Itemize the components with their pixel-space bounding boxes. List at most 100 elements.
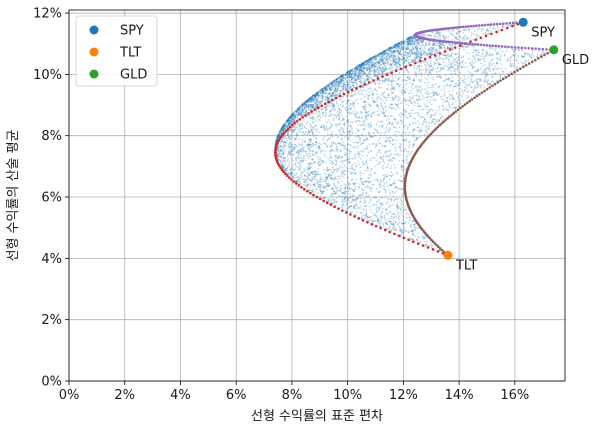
random-portfolio-point bbox=[331, 188, 334, 191]
random-portfolio-point bbox=[286, 125, 289, 128]
random-portfolio-point bbox=[369, 58, 372, 60]
random-portfolio-point bbox=[366, 111, 368, 114]
random-portfolio-point bbox=[438, 32, 441, 34]
random-portfolio-point bbox=[504, 53, 506, 56]
random-portfolio-point bbox=[293, 173, 296, 176]
random-portfolio-point bbox=[467, 36, 469, 39]
random-portfolio-point bbox=[365, 137, 368, 139]
random-portfolio-point bbox=[383, 50, 386, 52]
random-portfolio-point bbox=[391, 159, 393, 162]
random-portfolio-point bbox=[291, 146, 293, 148]
random-portfolio-point bbox=[322, 178, 324, 181]
random-portfolio-point bbox=[283, 143, 286, 146]
random-portfolio-point bbox=[299, 149, 302, 151]
random-portfolio-point bbox=[370, 65, 373, 67]
random-portfolio-point bbox=[305, 111, 308, 114]
random-portfolio-point bbox=[291, 114, 293, 117]
random-portfolio-point bbox=[400, 179, 403, 182]
random-portfolio-point bbox=[438, 64, 440, 66]
random-portfolio-point bbox=[396, 104, 399, 107]
random-portfolio-point bbox=[301, 107, 304, 110]
random-portfolio-point bbox=[293, 130, 295, 133]
random-portfolio-point bbox=[388, 155, 391, 158]
random-portfolio-point bbox=[319, 151, 322, 154]
random-portfolio-point bbox=[428, 42, 430, 44]
random-portfolio-point bbox=[305, 144, 308, 146]
random-portfolio-point bbox=[486, 27, 489, 30]
random-portfolio-point bbox=[372, 99, 375, 102]
random-portfolio-point bbox=[429, 60, 432, 63]
random-portfolio-point bbox=[391, 217, 394, 219]
random-portfolio-point bbox=[378, 163, 380, 166]
random-portfolio-point bbox=[296, 172, 298, 175]
random-portfolio-point bbox=[349, 133, 352, 135]
random-portfolio-point bbox=[308, 149, 311, 152]
random-portfolio-point bbox=[431, 121, 433, 123]
random-portfolio-point bbox=[330, 149, 333, 152]
random-portfolio-point bbox=[436, 120, 439, 123]
random-portfolio-point bbox=[425, 130, 428, 133]
random-portfolio-point bbox=[450, 50, 453, 53]
random-portfolio-point bbox=[340, 98, 343, 101]
random-portfolio-point bbox=[310, 158, 313, 161]
random-portfolio-point bbox=[352, 193, 354, 196]
random-portfolio-point bbox=[292, 129, 295, 132]
random-portfolio-point bbox=[430, 96, 432, 98]
random-portfolio-point bbox=[279, 155, 281, 158]
random-portfolio-point bbox=[310, 100, 313, 102]
random-portfolio-point bbox=[369, 103, 371, 106]
random-portfolio-point bbox=[332, 92, 335, 95]
random-portfolio-point bbox=[397, 56, 400, 59]
random-portfolio-point bbox=[447, 59, 450, 62]
random-portfolio-point bbox=[301, 108, 303, 111]
random-portfolio-point bbox=[482, 33, 485, 35]
random-portfolio-point bbox=[319, 173, 322, 176]
random-portfolio-point bbox=[488, 70, 491, 72]
random-portfolio-point bbox=[431, 76, 434, 79]
random-portfolio-point bbox=[319, 183, 322, 185]
random-portfolio-point bbox=[357, 124, 360, 126]
random-portfolio-point bbox=[335, 94, 338, 97]
random-portfolio-point bbox=[475, 71, 478, 73]
random-portfolio-point bbox=[333, 89, 336, 91]
random-portfolio-point bbox=[376, 179, 379, 182]
random-portfolio-point bbox=[417, 44, 420, 46]
random-portfolio-point bbox=[438, 105, 441, 108]
random-portfolio-point bbox=[394, 45, 397, 48]
random-portfolio-point bbox=[292, 120, 295, 123]
random-portfolio-point bbox=[310, 179, 312, 182]
random-portfolio-point bbox=[479, 84, 482, 87]
random-portfolio-point bbox=[378, 113, 381, 115]
random-portfolio-point bbox=[400, 235, 402, 238]
random-portfolio-point bbox=[309, 138, 312, 141]
random-portfolio-point bbox=[399, 102, 402, 105]
random-portfolio-point bbox=[378, 74, 380, 77]
random-portfolio-point bbox=[352, 84, 354, 86]
random-portfolio-point bbox=[345, 153, 348, 155]
random-portfolio-point bbox=[407, 133, 409, 136]
random-portfolio-point bbox=[373, 56, 376, 59]
random-portfolio-point bbox=[324, 155, 327, 158]
random-portfolio-point bbox=[359, 137, 362, 139]
random-portfolio-point bbox=[450, 69, 452, 72]
random-portfolio-point bbox=[394, 63, 397, 66]
random-portfolio-point bbox=[446, 48, 449, 51]
random-portfolio-point bbox=[381, 72, 384, 75]
random-portfolio-point bbox=[536, 55, 539, 58]
random-portfolio-point bbox=[361, 116, 364, 118]
random-portfolio-point bbox=[430, 35, 433, 37]
random-portfolio-point bbox=[333, 83, 336, 86]
random-portfolio-point bbox=[294, 162, 297, 165]
random-portfolio-point bbox=[391, 122, 393, 124]
random-portfolio-point bbox=[454, 72, 457, 75]
random-portfolio-point bbox=[421, 98, 424, 101]
random-portfolio-point bbox=[307, 105, 310, 108]
random-portfolio-point bbox=[373, 219, 376, 222]
random-portfolio-point bbox=[324, 93, 326, 95]
random-portfolio-point bbox=[307, 147, 309, 150]
random-portfolio-point bbox=[385, 119, 388, 121]
random-portfolio-point bbox=[397, 222, 400, 225]
random-portfolio-point bbox=[386, 155, 389, 157]
random-portfolio-point bbox=[521, 55, 523, 58]
random-portfolio-point bbox=[394, 227, 397, 229]
